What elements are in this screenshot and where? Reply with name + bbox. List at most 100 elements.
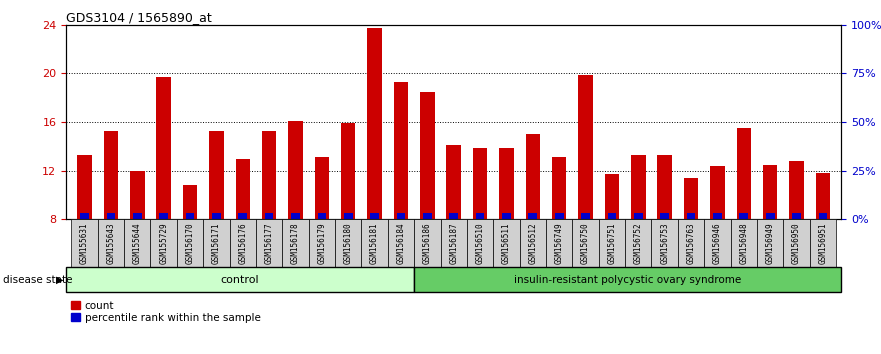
Bar: [578, 75, 593, 219]
Bar: [657, 155, 672, 219]
Text: GSM156750: GSM156750: [581, 223, 590, 264]
Bar: [631, 155, 646, 219]
Bar: [157, 77, 171, 219]
Bar: [546, 219, 573, 267]
Bar: [552, 158, 566, 219]
Bar: [816, 173, 830, 219]
Bar: [449, 213, 458, 219]
Text: GSM156187: GSM156187: [449, 223, 458, 264]
Bar: [763, 165, 777, 219]
Text: GSM156176: GSM156176: [238, 223, 248, 264]
Bar: [757, 219, 783, 267]
Bar: [789, 161, 803, 219]
Text: GSM156178: GSM156178: [291, 223, 300, 264]
Bar: [239, 213, 247, 219]
Bar: [500, 148, 514, 219]
Text: GSM156186: GSM156186: [423, 223, 432, 264]
Bar: [766, 213, 774, 219]
Bar: [71, 219, 98, 267]
Bar: [573, 219, 599, 267]
Text: GSM156511: GSM156511: [502, 223, 511, 264]
Bar: [608, 213, 617, 219]
Bar: [124, 219, 151, 267]
Legend: count, percentile rank within the sample: count, percentile rank within the sample: [71, 301, 261, 323]
Bar: [262, 131, 277, 219]
Text: GSM156946: GSM156946: [713, 223, 722, 264]
Bar: [493, 219, 520, 267]
Bar: [704, 219, 730, 267]
Bar: [130, 171, 144, 219]
Text: control: control: [221, 275, 259, 285]
Bar: [626, 219, 651, 267]
Bar: [414, 219, 440, 267]
Bar: [710, 166, 725, 219]
Bar: [502, 213, 511, 219]
Bar: [204, 219, 230, 267]
Bar: [604, 175, 619, 219]
Text: GSM156184: GSM156184: [396, 223, 405, 264]
Text: GSM156171: GSM156171: [212, 223, 221, 264]
Bar: [209, 131, 224, 219]
Bar: [739, 213, 748, 219]
Bar: [440, 219, 467, 267]
Bar: [467, 219, 493, 267]
Bar: [414, 267, 841, 292]
Bar: [396, 213, 405, 219]
Bar: [98, 219, 124, 267]
Bar: [394, 82, 408, 219]
Text: disease state: disease state: [3, 275, 72, 285]
Bar: [230, 219, 256, 267]
Text: ▶: ▶: [56, 275, 63, 285]
Bar: [599, 219, 626, 267]
Bar: [151, 219, 177, 267]
Bar: [581, 213, 590, 219]
Text: GSM156763: GSM156763: [686, 223, 695, 264]
Text: GSM156179: GSM156179: [317, 223, 326, 264]
Text: GSM156181: GSM156181: [370, 223, 379, 264]
Bar: [315, 158, 329, 219]
Bar: [783, 219, 810, 267]
Text: GSM156510: GSM156510: [476, 223, 485, 264]
Text: GSM156948: GSM156948: [739, 223, 748, 264]
Bar: [282, 219, 308, 267]
Bar: [634, 213, 642, 219]
Text: GSM156177: GSM156177: [264, 223, 274, 264]
Text: GSM156180: GSM156180: [344, 223, 352, 264]
Text: GSM156949: GSM156949: [766, 223, 774, 264]
Bar: [367, 28, 381, 219]
Bar: [104, 131, 118, 219]
Bar: [291, 213, 300, 219]
Bar: [361, 219, 388, 267]
Bar: [520, 219, 546, 267]
Bar: [737, 128, 751, 219]
Bar: [423, 213, 432, 219]
Text: GSM156950: GSM156950: [792, 223, 801, 264]
Bar: [78, 155, 92, 219]
Bar: [370, 213, 379, 219]
Text: GSM155631: GSM155631: [80, 223, 89, 264]
Text: GSM155643: GSM155643: [107, 223, 115, 264]
Bar: [730, 219, 757, 267]
Text: insulin-resistant polycystic ovary syndrome: insulin-resistant polycystic ovary syndr…: [515, 275, 742, 285]
Bar: [677, 219, 704, 267]
Bar: [186, 213, 195, 219]
Text: GSM156749: GSM156749: [555, 223, 564, 264]
Bar: [713, 213, 722, 219]
Bar: [810, 219, 836, 267]
Bar: [526, 134, 540, 219]
Text: GSM155729: GSM155729: [159, 223, 168, 264]
Bar: [651, 219, 677, 267]
Bar: [177, 219, 204, 267]
Bar: [308, 219, 335, 267]
Bar: [684, 178, 699, 219]
Bar: [388, 219, 414, 267]
Bar: [182, 185, 197, 219]
Bar: [288, 121, 303, 219]
Bar: [555, 213, 564, 219]
Bar: [107, 213, 115, 219]
Text: GSM156752: GSM156752: [633, 223, 643, 264]
Bar: [212, 213, 221, 219]
Bar: [317, 213, 326, 219]
Text: GSM156753: GSM156753: [660, 223, 670, 264]
Bar: [420, 92, 434, 219]
